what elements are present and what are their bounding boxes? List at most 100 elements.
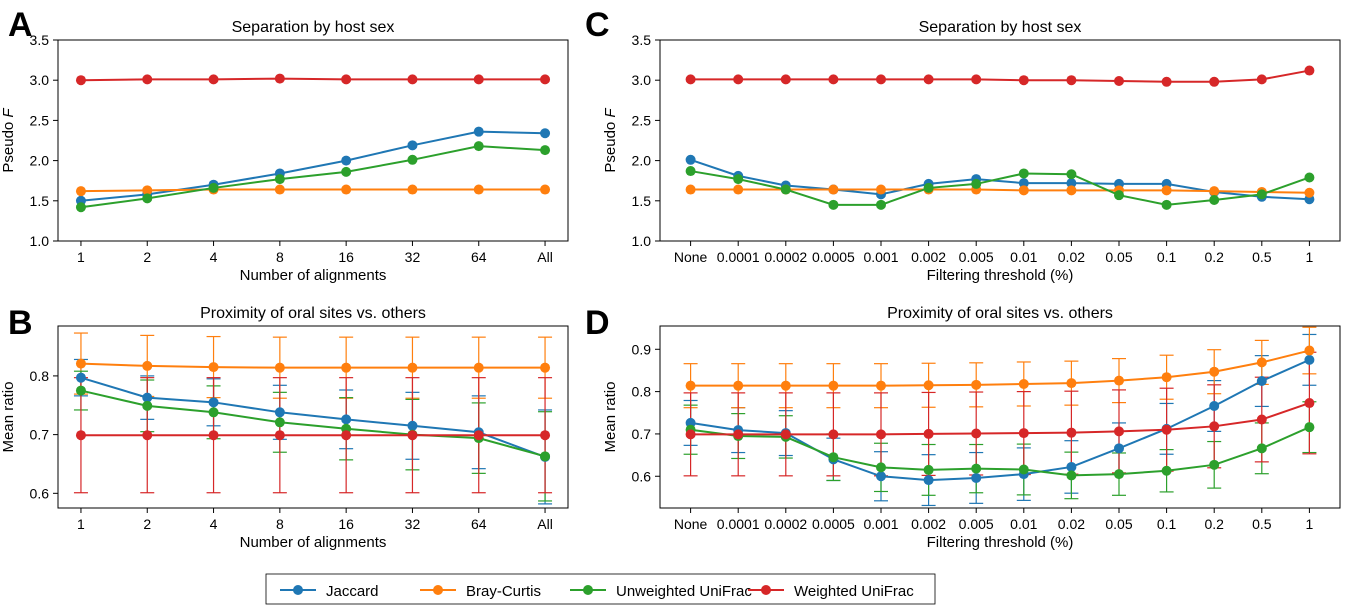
chart-title: Separation by host sex: [232, 19, 395, 36]
y-axis-label: Pseudo F: [602, 108, 619, 173]
chart-title: Proximity of oral sites vs. others: [887, 305, 1113, 322]
x-tick-label: 64: [471, 249, 487, 265]
data-point-bray-curtis: [1304, 187, 1315, 198]
data-point-bray-curtis: [75, 186, 86, 197]
data-point-bray-curtis: [274, 184, 285, 195]
data-point-jaccard: [971, 472, 982, 483]
x-tick-label: 32: [405, 516, 421, 532]
x-tick-label: 0.002: [911, 516, 946, 532]
data-point-unweighted-unifrac: [1066, 470, 1077, 481]
x-tick-label: 0.0001: [717, 516, 760, 532]
data-point-bray-curtis: [876, 380, 886, 391]
data-point-unweighted-unifrac: [733, 174, 744, 185]
legend: Jaccard Bray-Curtis Unweighted UniFrac W…: [265, 573, 936, 605]
data-point-weighted-unifrac: [274, 73, 285, 84]
x-tick-label: 0.02: [1058, 516, 1085, 532]
legend-bray-curtis-marker: [433, 585, 443, 595]
data-point-bray-curtis: [473, 362, 484, 373]
y-tick-label: 0.6: [30, 485, 50, 501]
data-point-jaccard: [1256, 376, 1267, 387]
series-line-bray-curtis: [690, 188, 1310, 194]
data-point-bray-curtis: [1066, 185, 1077, 196]
data-point-weighted-unifrac: [1114, 76, 1124, 87]
data-point-bray-curtis: [1209, 366, 1220, 377]
plot-frame: [57, 39, 569, 242]
x-axis-label: Number of alignments: [240, 267, 387, 284]
series-line-unweighted-unifrac: [690, 426, 1310, 477]
series-line-bray-curtis: [690, 349, 1310, 387]
plot-frame: [659, 325, 1341, 509]
x-tick-label: 4: [210, 249, 218, 265]
chart-title: Separation by host sex: [919, 19, 1082, 36]
y-tick-label: 0.8: [632, 384, 652, 400]
data-point-jaccard: [274, 407, 285, 418]
x-tick-label: 8: [276, 516, 284, 532]
data-point-bray-curtis: [971, 379, 982, 390]
series-line-unweighted-unifrac: [80, 389, 546, 458]
data-point-weighted-unifrac: [1304, 65, 1315, 76]
data-point-weighted-unifrac: [923, 74, 934, 85]
y-tick-label: 0.7: [632, 426, 652, 442]
y-tick-label: 2.5: [30, 112, 50, 128]
data-point-weighted-unifrac: [1161, 76, 1172, 87]
data-point-jaccard: [75, 372, 86, 383]
data-point-bray-curtis: [876, 184, 886, 195]
data-point-unweighted-unifrac: [1114, 190, 1124, 201]
y-tick-label: 2.0: [30, 153, 50, 169]
data-point-unweighted-unifrac: [208, 407, 219, 418]
data-point-unweighted-unifrac: [1304, 172, 1315, 183]
x-tick-label: 0.01: [1010, 516, 1037, 532]
data-point-bray-curtis: [473, 184, 484, 195]
data-point-unweighted-unifrac: [274, 417, 285, 428]
y-tick-label: 1.0: [632, 233, 652, 249]
data-point-unweighted-unifrac: [1114, 469, 1124, 480]
x-tick-label: 0.5: [1252, 249, 1272, 265]
data-point-unweighted-unifrac: [142, 193, 153, 204]
x-tick-label: 8: [276, 249, 284, 265]
x-tick-label: 0.005: [959, 516, 994, 532]
data-point-unweighted-unifrac: [75, 202, 86, 213]
x-tick-label: 1: [77, 249, 85, 265]
data-point-jaccard: [876, 471, 886, 482]
series-line-jaccard: [80, 376, 546, 458]
plot-frame: [659, 39, 1341, 242]
x-tick-label: None: [674, 249, 708, 265]
data-point-weighted-unifrac: [540, 74, 551, 85]
data-point-weighted-unifrac: [208, 430, 219, 441]
legend-unweighted-unifrac-marker: [583, 585, 593, 595]
data-point-bray-curtis: [1114, 375, 1124, 386]
legend-unweighted-unifrac-label: Unweighted UniFrac: [616, 583, 752, 600]
data-point-weighted-unifrac: [540, 430, 551, 441]
data-point-bray-curtis: [685, 380, 696, 391]
y-axis-label-italic: F: [602, 108, 619, 118]
data-point-bray-curtis: [1018, 185, 1029, 196]
y-axis-label: Mean ratio: [0, 382, 17, 453]
panel-label-d: D: [585, 304, 610, 342]
x-tick-label: 64: [471, 516, 487, 532]
data-point-unweighted-unifrac: [540, 451, 551, 462]
data-point-weighted-unifrac: [733, 74, 744, 85]
x-axis-label: Number of alignments: [240, 534, 387, 551]
data-point-bray-curtis: [828, 380, 839, 391]
data-point-unweighted-unifrac: [274, 174, 285, 185]
x-tick-label: 0.05: [1105, 249, 1132, 265]
series-line-bray-curtis: [80, 188, 546, 193]
x-tick-label: 0.0005: [812, 249, 855, 265]
y-tick-label: 1.5: [30, 193, 50, 209]
x-tick-label: 0.0002: [764, 516, 807, 532]
data-point-weighted-unifrac: [876, 74, 886, 85]
series-line-unweighted-unifrac: [690, 170, 1310, 206]
data-point-jaccard: [407, 140, 418, 151]
panel-label-b: B: [8, 304, 33, 342]
data-point-weighted-unifrac: [407, 430, 418, 441]
data-point-jaccard: [341, 414, 352, 425]
y-tick-label: 2.5: [632, 112, 652, 128]
data-point-weighted-unifrac: [828, 74, 839, 85]
data-point-jaccard: [1304, 354, 1315, 365]
data-point-bray-curtis: [75, 358, 86, 369]
panel-c: Separation by host sex 1.0 1.5 2.0 2.5 3.0 3.5…: [602, 19, 1341, 284]
data-point-weighted-unifrac: [733, 429, 744, 440]
data-point-unweighted-unifrac: [685, 166, 696, 177]
data-point-bray-curtis: [341, 184, 352, 195]
